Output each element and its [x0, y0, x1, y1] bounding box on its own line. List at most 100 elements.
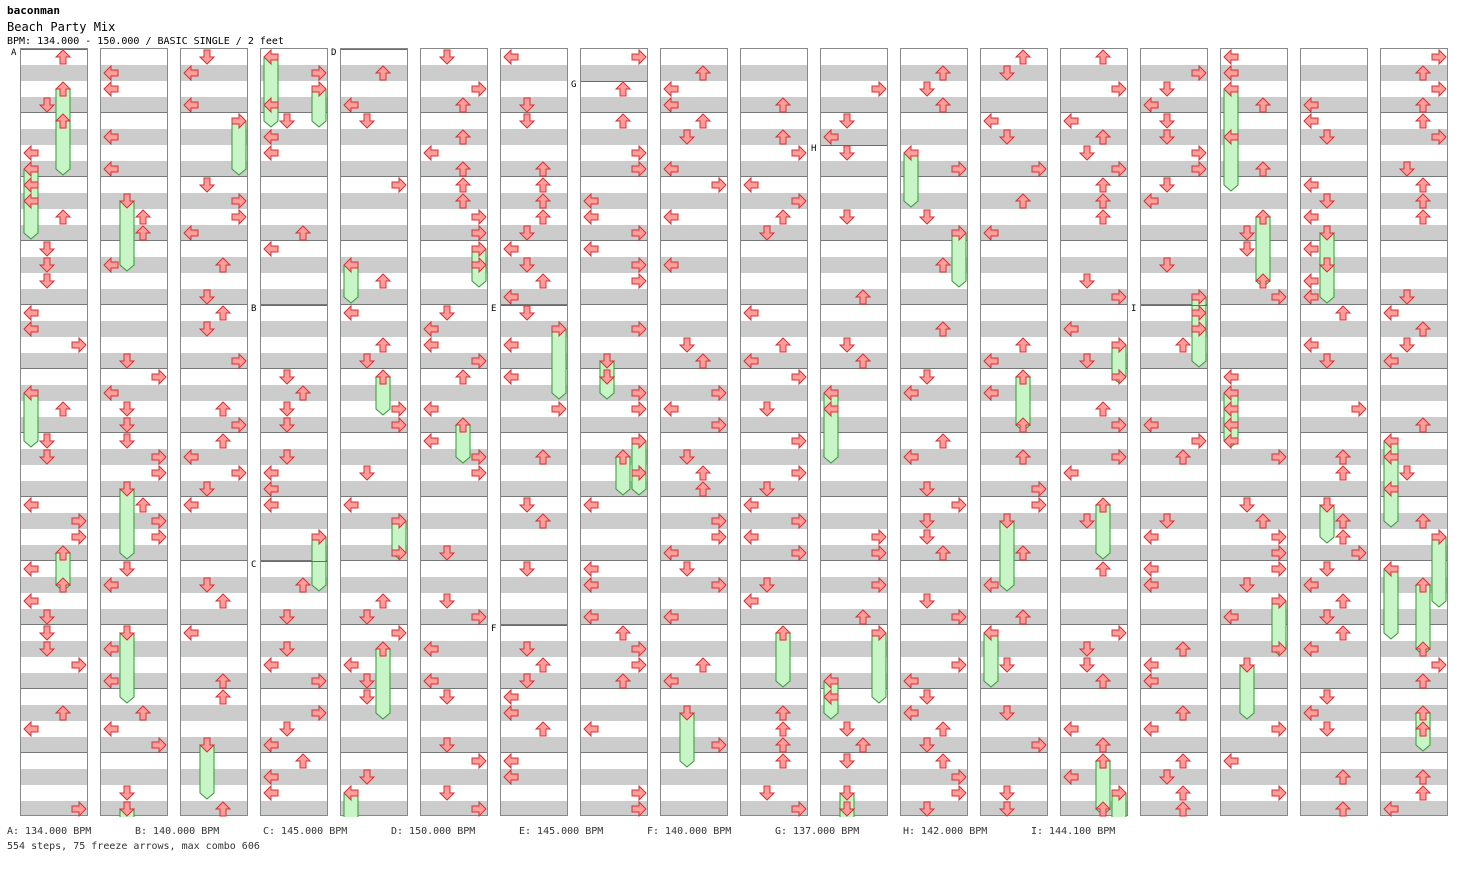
measure-line	[341, 112, 407, 113]
step-arrow-left	[1223, 128, 1239, 146]
step-arrow-right	[631, 656, 647, 674]
measure-line	[21, 112, 87, 113]
step-arrow-left	[743, 592, 759, 610]
bpm-change-marker	[501, 625, 567, 626]
measure-line	[101, 176, 167, 177]
step-arrow-left	[1143, 192, 1159, 210]
measure-line	[1061, 560, 1127, 561]
step-arrow-left	[1223, 752, 1239, 770]
measure-line	[581, 496, 647, 497]
freeze-arrow	[1383, 568, 1399, 640]
step-arrow-left	[1303, 704, 1319, 722]
step-arrow-up	[54, 577, 72, 593]
step-arrow-up	[214, 401, 232, 417]
step-arrow-down	[1398, 337, 1416, 353]
step-arrow-up	[1174, 337, 1192, 353]
step-arrow-left	[983, 384, 999, 402]
step-arrow-up	[694, 353, 712, 369]
step-arrow-up	[694, 65, 712, 81]
step-arrow-down	[38, 241, 56, 257]
step-arrow-left	[343, 96, 359, 114]
measure-line	[1141, 752, 1207, 753]
measure-line	[21, 688, 87, 689]
step-arrow-down	[1238, 497, 1256, 513]
bpm-change-letter: D	[331, 48, 337, 58]
step-arrow-down	[1158, 177, 1176, 193]
measure-line	[101, 112, 167, 113]
step-arrow-left	[23, 176, 39, 194]
step-arrow-down	[278, 721, 296, 737]
measure-line	[1061, 496, 1127, 497]
measure-line	[741, 304, 807, 305]
step-arrow-right	[1031, 496, 1047, 514]
freeze-arrow	[775, 632, 791, 688]
step-arrow-down	[1158, 81, 1176, 97]
note-layer	[903, 65, 967, 817]
measure-line	[1381, 624, 1447, 625]
measure-line	[261, 432, 327, 433]
step-arrow-right	[391, 176, 407, 194]
step-arrow-left	[343, 656, 359, 674]
step-arrow-down	[358, 113, 376, 129]
step-arrow-left	[903, 384, 919, 402]
step-arrow-down	[38, 641, 56, 657]
step-arrow-left	[1063, 464, 1079, 482]
freeze-arrow	[951, 232, 967, 288]
step-arrow-left	[503, 688, 519, 706]
freeze-arrow	[231, 120, 247, 176]
step-arrow-up	[1414, 785, 1432, 801]
freeze-arrow	[871, 632, 887, 704]
step-arrow-down	[118, 561, 136, 577]
measure-line	[1221, 560, 1287, 561]
step-arrow-right	[1431, 80, 1447, 98]
step-arrow-down	[518, 641, 536, 657]
step-arrow-down	[438, 545, 456, 561]
note-layer	[1143, 64, 1207, 817]
step-arrow-down	[118, 785, 136, 801]
measure-line	[1301, 368, 1367, 369]
measure-line	[21, 752, 87, 753]
step-arrow-right	[391, 512, 407, 530]
step-arrow-left	[1303, 112, 1319, 130]
measure-line	[421, 752, 487, 753]
step-arrow-up	[854, 353, 872, 369]
step-arrow-up	[374, 273, 392, 289]
step-arrow-down	[38, 257, 56, 273]
measure-line	[261, 112, 327, 113]
measure-line	[741, 752, 807, 753]
measure-line	[1301, 496, 1367, 497]
measure-line	[501, 304, 567, 305]
step-arrow-down	[1158, 513, 1176, 529]
step-arrow-right	[1031, 480, 1047, 498]
step-arrow-down	[998, 65, 1016, 81]
step-arrow-up	[1334, 769, 1352, 785]
step-arrow-left	[1383, 432, 1399, 450]
step-arrow-left	[183, 496, 199, 514]
step-arrow-left	[503, 49, 519, 66]
measure-line	[181, 496, 247, 497]
step-arrow-down	[758, 785, 776, 801]
step-arrow-up	[454, 177, 472, 193]
measure-line	[341, 176, 407, 177]
step-arrow-left	[263, 784, 279, 802]
step-arrow-left	[183, 96, 199, 114]
freeze-arrow	[1223, 136, 1239, 192]
step-arrow-up	[694, 113, 712, 129]
step-arrow-left	[263, 496, 279, 514]
step-arrow-left	[743, 304, 759, 322]
measure-line	[981, 112, 1047, 113]
measure-line	[181, 176, 247, 177]
step-arrow-left	[823, 384, 839, 402]
step-arrow-up	[774, 97, 792, 113]
measure-line	[261, 560, 327, 561]
bpm-change-marker	[501, 305, 567, 306]
note-layer	[583, 49, 647, 817]
measure-line	[741, 432, 807, 433]
measure-line	[1381, 368, 1447, 369]
measure-line	[1141, 240, 1207, 241]
step-arrow-down	[758, 481, 776, 497]
bpm-change-letter: H	[811, 144, 817, 154]
step-arrow-up	[1414, 513, 1432, 529]
measure-line	[21, 560, 87, 561]
measure-line	[501, 240, 567, 241]
